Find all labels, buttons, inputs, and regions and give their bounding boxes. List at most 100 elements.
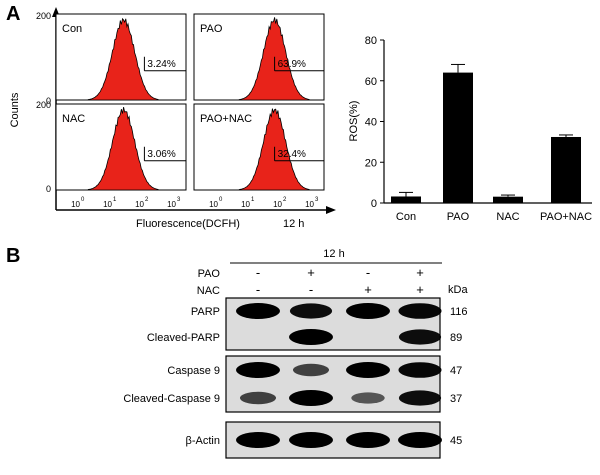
wb-blots: PARP 116 Cleaved-PARP 89 Caspase 9 47 Cleaved-… <box>123 297 468 459</box>
flow-time-label: 12 h <box>283 218 304 230</box>
flow-gate-percent: 3.06% <box>147 149 175 160</box>
wb-band <box>398 303 442 319</box>
wb-treatment-sign: - <box>256 282 260 297</box>
wb-kda-label: kDa <box>448 284 468 296</box>
flow-panel-1: PAO 63.9% <box>193 13 325 101</box>
wb-treatment-label: PAO <box>198 268 221 280</box>
flow-panel-name: NAC <box>62 113 85 125</box>
wb-band <box>398 329 442 345</box>
wb-row-label: Caspase 9 <box>167 365 220 377</box>
ros-category-label: PAO+NAC <box>540 211 592 223</box>
ros-category-label: Con <box>396 211 416 223</box>
ros-bar-3 <box>551 136 581 203</box>
flow-y-tick-zero-1: 0 <box>46 96 51 106</box>
wb-band <box>289 432 333 448</box>
flow-x-tick-label: 10 <box>273 200 282 209</box>
ros-bars: Con PAO NAC PAO+NAC <box>391 63 592 223</box>
panel-b-letter: B <box>6 245 20 267</box>
flow-x-arrowhead <box>326 206 336 214</box>
ros-y-label: ROS(%) <box>348 101 360 142</box>
flow-x-tick-label: 10 <box>103 200 112 209</box>
flow-x-label: Fluorescence(DCFH) <box>136 218 240 230</box>
flow-x-tick-exponent: 1 <box>251 197 255 203</box>
flow-panel-0: Con 3.24% <box>55 13 187 101</box>
wb-band <box>346 303 390 319</box>
wb-treatment-sign: - <box>256 265 260 280</box>
ros-category-label: NAC <box>496 211 519 223</box>
ros-y-ticks: 0 20 40 60 80 <box>365 35 384 210</box>
ros-category-label: PAO <box>447 211 470 223</box>
ros-y-tick-label: 20 <box>365 157 377 169</box>
wb-blot-0: PARP 116 Cleaved-PARP 89 <box>147 297 468 351</box>
panel-a-letter: A <box>6 3 20 25</box>
wb-band <box>346 362 390 378</box>
wb-band <box>236 362 280 378</box>
wb-band <box>292 363 330 377</box>
flow-panel-name: PAO+NAC <box>200 113 252 125</box>
wb-band <box>289 329 333 345</box>
flow-y-tick-top-2: 200 <box>36 100 51 110</box>
flow-x-tick-exponent: 0 <box>219 197 223 203</box>
flow-x-tick-exponent: 2 <box>145 197 149 203</box>
ros-bar-2 <box>493 196 523 203</box>
wb-band <box>236 303 280 319</box>
flow-gate-percent: 32.4% <box>278 149 306 160</box>
wb-blot-2: β-Actin 45 <box>186 421 462 459</box>
wb-treatments: PAO - + - + NAC - - + + <box>197 265 424 297</box>
wb-band <box>398 362 442 378</box>
wb-row-label: PARP <box>191 306 220 318</box>
flow-x-tick-label: 10 <box>209 200 218 209</box>
wb-treatment-sign: - <box>366 265 370 280</box>
flow-panels: Con 3.24% PAO 63.9% NAC 3.06% PAO+NAC 32.4% <box>55 13 325 191</box>
wb-row-kda: 89 <box>450 332 462 344</box>
western-blot: 12 h PAO - + - + NAC - - + + kDa PARP 116 Cleaved-P… <box>123 248 468 459</box>
flow-x-tick-label: 10 <box>305 200 314 209</box>
wb-time-label: 12 h <box>323 248 344 260</box>
flow-x-tick-label: 10 <box>135 200 144 209</box>
flow-x-tick-label: 10 <box>71 200 80 209</box>
flow-histogram <box>87 107 161 191</box>
flow-x-ticks-right: 10 0 10 1 10 2 10 3 <box>209 197 319 209</box>
ros-y-tick-label: 0 <box>371 198 377 210</box>
wb-treatment-sign: + <box>364 282 372 297</box>
flow-x-tick-exponent: 2 <box>283 197 287 203</box>
flow-x-tick-label: 10 <box>241 200 250 209</box>
flow-x-ticks-left: 10 0 10 1 10 2 10 3 <box>71 197 181 209</box>
wb-blot-1: Caspase 9 47 Cleaved-Caspase 9 37 <box>123 355 462 413</box>
flow-x-tick-label: 10 <box>167 200 176 209</box>
wb-row-label: Cleaved-PARP <box>147 332 220 344</box>
ros-y-tick-label: 60 <box>365 76 377 88</box>
flow-panel-name: PAO <box>200 23 223 35</box>
ros-bar-0 <box>391 196 421 203</box>
wb-band <box>236 432 280 448</box>
flow-gate-percent: 63.9% <box>278 59 306 70</box>
ros-y-tick-label: 80 <box>365 35 377 47</box>
flow-y-label: Counts <box>9 92 21 127</box>
wb-band <box>346 432 390 448</box>
flow-gate-percent: 3.24% <box>147 59 175 70</box>
flow-panel-2: NAC 3.06% <box>55 103 187 191</box>
wb-row-kda: 45 <box>450 435 462 447</box>
wb-treatment-sign: + <box>416 265 424 280</box>
flow-cytometry-grid: Counts Fluorescence(DCFH) 12 h 200 0 200… <box>9 7 336 230</box>
wb-row-kda: 37 <box>450 393 462 405</box>
wb-band <box>398 390 442 406</box>
wb-treatment-sign: + <box>416 282 424 297</box>
wb-treatment-label: NAC <box>197 285 220 297</box>
wb-row-kda: 116 <box>450 306 468 318</box>
flow-y-tick-zero-2: 0 <box>46 184 51 194</box>
flow-x-tick-exponent: 1 <box>113 197 117 203</box>
flow-x-tick-exponent: 3 <box>315 197 319 203</box>
wb-band <box>239 391 277 405</box>
flow-histogram <box>87 17 161 101</box>
flow-x-tick-exponent: 0 <box>81 197 85 203</box>
wb-treatment-sign: - <box>309 282 313 297</box>
ros-y-tick-label: 40 <box>365 117 377 129</box>
wb-row-label: Cleaved-Caspase 9 <box>123 393 220 405</box>
wb-treatment-sign: + <box>307 265 315 280</box>
wb-row-kda: 47 <box>450 365 462 377</box>
flow-panel-name: Con <box>62 23 82 35</box>
wb-band <box>351 392 385 404</box>
wb-row-label: β-Actin <box>186 435 220 447</box>
